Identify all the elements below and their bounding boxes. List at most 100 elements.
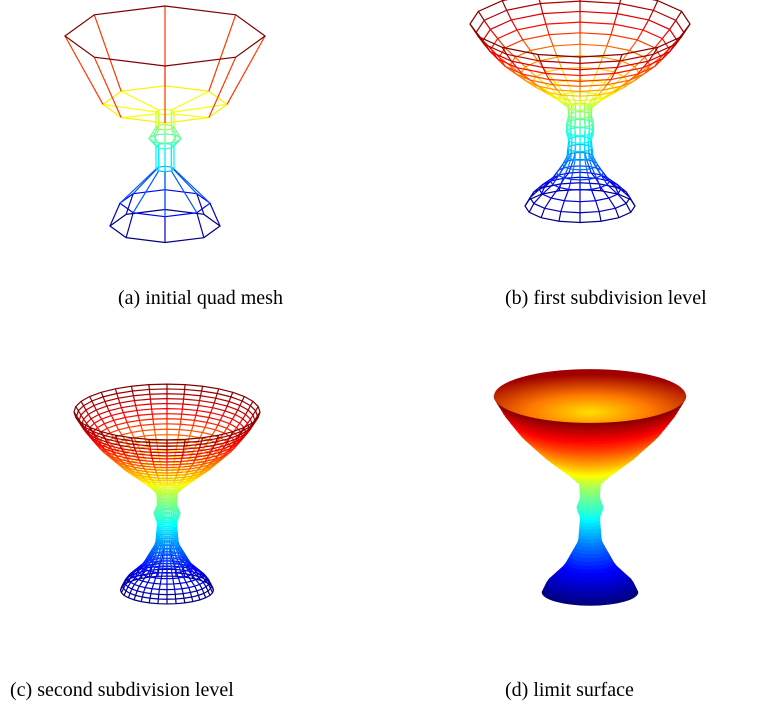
mesh-edge [211,589,213,593]
mesh-edge [204,593,206,597]
mesh-edge [152,583,154,588]
mesh-edge [148,577,151,582]
mesh-edge [138,415,139,420]
mesh-edge [218,420,220,425]
mesh-edge [189,588,191,593]
mesh-edge [611,24,614,35]
figure: (a) initial quad mesh (b) first subdivis… [0,0,779,716]
mesh-edge [139,420,140,425]
mesh-edge [94,423,97,427]
mesh-edge [144,588,146,593]
mesh-edge [137,410,138,415]
mesh-edge [139,581,142,586]
mesh-edge [160,579,161,584]
mesh-edge [121,589,123,593]
mesh-edge [158,544,159,548]
mesh-edge [559,212,561,222]
mesh-edge [546,24,549,35]
mesh-edge [220,416,222,421]
mesh-edge [232,415,235,420]
mesh-edge [96,410,98,415]
mesh-edge [541,208,545,217]
mesh-edge [227,424,230,429]
mesh-edge [614,14,617,24]
mesh-edge [163,508,164,513]
mesh-edge [212,430,215,435]
mesh-edge [206,587,208,591]
mesh-edge [545,198,552,208]
mesh-edge [107,428,110,433]
mesh-edge [180,419,181,424]
mesh-edge [182,409,183,414]
mesh-edge [136,405,137,410]
mesh-edge [134,401,135,406]
mesh-edge [192,597,193,602]
mesh-edge [117,394,118,399]
mesh-edge [191,425,193,430]
mesh-edge [171,167,196,194]
mesh-edge [133,171,158,213]
mesh-edge [599,212,601,222]
mesh-edge [154,578,156,583]
mesh-edge [103,397,105,402]
mesh-edge [171,171,196,213]
mesh-edge [609,198,616,208]
mesh-edge [203,582,206,586]
mesh-edge [150,594,151,599]
mesh-edge [130,589,132,593]
mesh-edge [84,406,86,410]
mesh-edge [227,401,229,406]
mesh-edge [589,179,591,189]
mesh-edge [150,399,151,404]
mesh-edge [237,423,240,427]
mesh-edge [88,414,91,418]
mesh-edge [585,92,589,103]
mesh-edge [179,424,180,429]
mesh-edge [173,554,174,559]
mesh-edge [125,417,127,422]
mesh-edge [185,385,186,390]
mesh-edge [571,160,573,167]
mesh-edge [529,203,534,212]
mesh-edge [193,420,194,425]
mesh-edge [229,397,231,402]
mesh-edge [132,391,133,396]
mesh-edge [587,160,589,167]
mesh-edge [137,586,139,591]
mesh-edge [154,424,155,429]
mesh-edge [246,410,248,414]
mesh-edge [121,114,158,118]
mesh-edge [174,584,175,589]
mesh-edge [141,425,143,430]
mesh-edge [211,408,213,413]
mesh-edge [216,394,217,399]
mesh-edge [181,414,182,419]
mesh-edge [585,160,587,170]
mesh-edge [129,427,132,432]
mesh-edge [572,92,576,103]
mesh-edge [92,401,94,405]
mesh-edge [240,419,243,423]
mesh-edge [561,201,565,212]
mesh-edge [102,419,105,424]
mesh-edge [231,392,233,397]
mesh-edge [173,544,174,548]
mesh-edge [127,422,129,427]
mesh-edge [250,401,252,405]
mesh-edge [136,591,137,595]
mesh-edge [114,420,116,425]
mesh-edge [145,582,148,587]
mesh-edge [643,20,649,30]
mesh-edge [557,57,561,69]
mesh-edge [160,554,161,559]
mesh-edge [200,584,203,589]
mesh-edge [132,584,135,589]
mesh-edge [225,406,227,411]
mesh-edge [142,592,143,597]
mesh-edge [202,427,205,432]
mesh-edge [478,11,484,20]
mesh-edge [484,20,490,29]
mesh-edge [620,0,622,4]
mesh-edge [141,597,142,602]
mesh-edge [111,416,113,421]
